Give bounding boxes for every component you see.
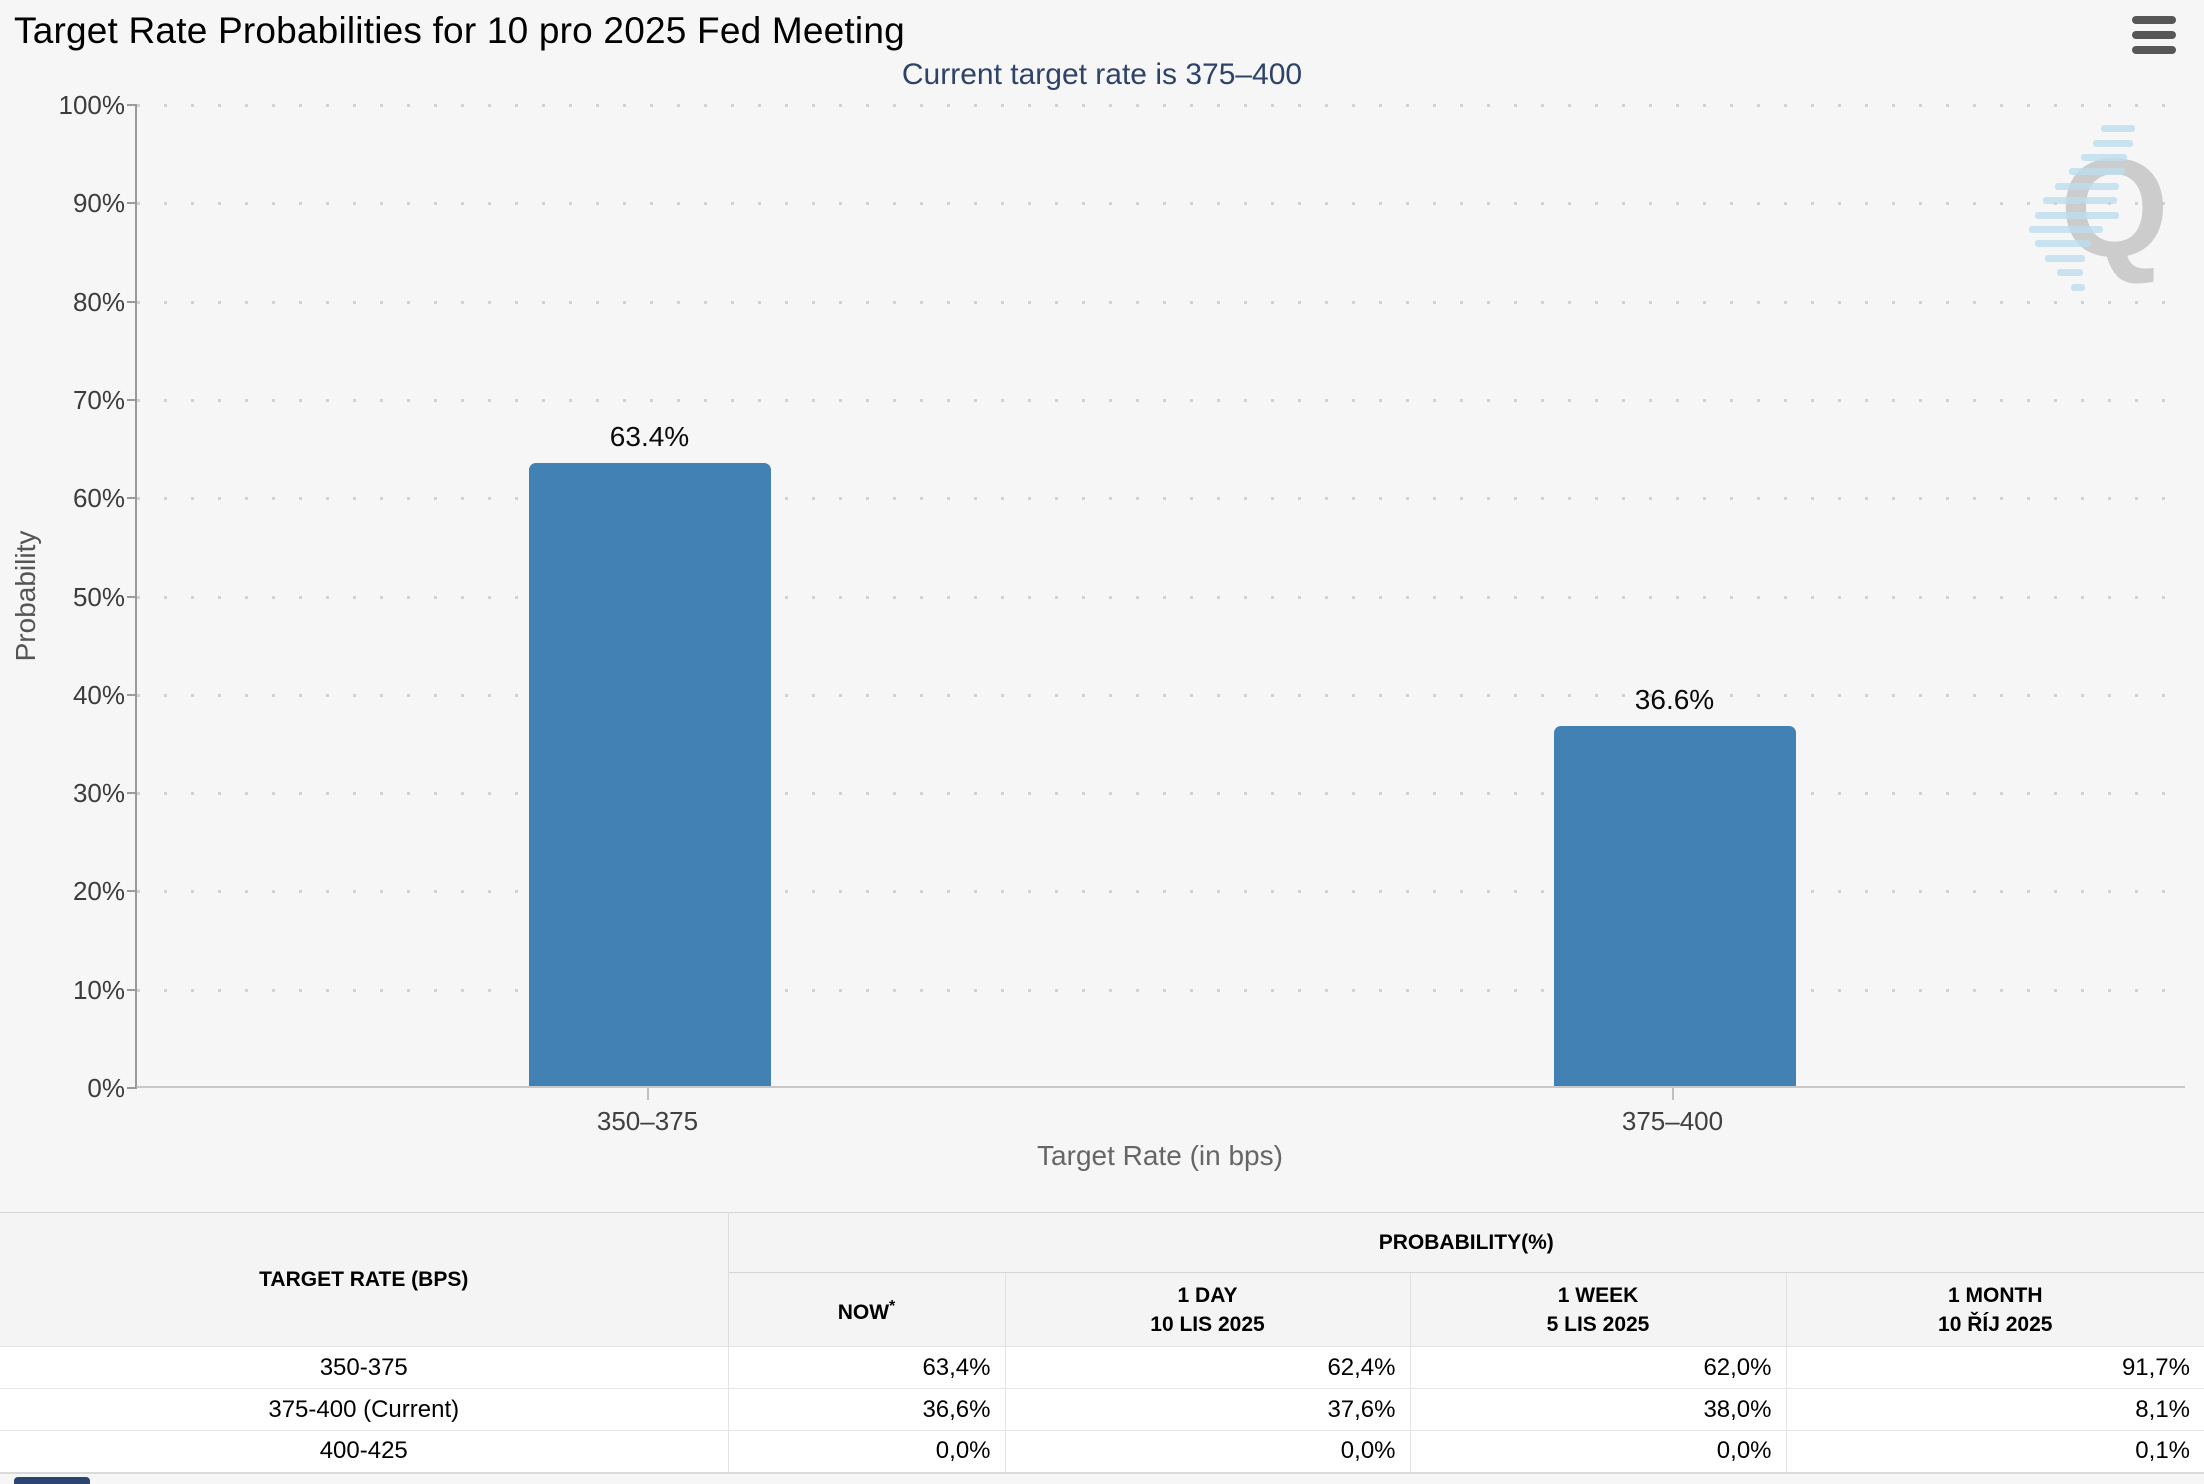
cell-now: 0,0%	[727, 1430, 1005, 1474]
cell-1-day: 62,4%	[1004, 1346, 1410, 1389]
cell-target-rate: 400-425	[0, 1430, 728, 1474]
y-axis-tick	[127, 202, 137, 205]
hamburger-bar	[2132, 16, 2176, 24]
gridline	[137, 398, 2185, 402]
y-axis-tick	[127, 890, 137, 893]
y-tick-label: 10%	[72, 974, 125, 1005]
col-header-1-month: 1 MONTH 10 ŘÍJ 2025	[1785, 1272, 2204, 1347]
hamburger-menu-icon[interactable]	[2132, 16, 2176, 54]
x-axis-tick	[1671, 1088, 1674, 1100]
gridline	[137, 300, 2185, 304]
gridline	[137, 693, 2185, 697]
probability-table: TARGET RATE (BPS) PROBABILITY(%) NOW* 1 …	[0, 1212, 2204, 1474]
now-label: NOW	[837, 1301, 890, 1324]
y-tick-label: 30%	[72, 778, 125, 809]
cell-target-rate: 375-400 (Current)	[0, 1388, 728, 1431]
y-tick-label: 40%	[72, 679, 125, 710]
col-header-target-rate: TARGET RATE (BPS)	[0, 1212, 729, 1347]
bar-375–400[interactable]	[1553, 726, 1796, 1086]
x-axis-tick	[646, 1088, 649, 1100]
now-asterisk: *	[889, 1298, 896, 1315]
cell-now: 36,6%	[727, 1388, 1005, 1431]
y-tick-label: 0%	[87, 1073, 125, 1103]
col-header-1-day: 1 DAY 10 LIS 2025	[1004, 1272, 1410, 1347]
y-tick-label: 50%	[72, 581, 125, 612]
y-axis-tick	[127, 398, 137, 401]
y-axis-tick	[127, 988, 137, 991]
cell-1-week: 0,0%	[1409, 1430, 1786, 1474]
subheader-line1: 1 DAY	[1177, 1283, 1238, 1307]
bar-value-label: 36.6%	[1634, 684, 1715, 716]
gridline	[137, 988, 2185, 992]
gridline	[137, 595, 2185, 599]
col-header-now: NOW*	[728, 1272, 1005, 1347]
y-tick-label: 70%	[72, 384, 125, 415]
gridline	[137, 497, 2185, 501]
chart-title: Target Rate Probabilities for 10 pro 202…	[14, 10, 905, 51]
cell-now: 63,4%	[727, 1346, 1005, 1389]
table-row: 375-400 (Current) 36,6% 37,6% 38,0% 8,1%	[0, 1388, 2204, 1431]
x-tick-label: 350–375	[596, 1106, 699, 1136]
plot-area: 63.4% 36.6%	[127, 104, 2185, 1089]
subheader-line2: 10 LIS 2025	[1150, 1312, 1265, 1336]
y-axis-tick	[127, 1087, 137, 1089]
cell-1-day: 37,6%	[1004, 1388, 1410, 1431]
y-axis-tick	[127, 497, 137, 500]
y-tick-label: 20%	[72, 876, 125, 907]
cell-1-month: 0,1%	[1785, 1430, 2204, 1474]
hamburger-bar	[2132, 46, 2176, 54]
subheader-line2: 10 ŘÍJ 2025	[1938, 1312, 2053, 1336]
x-tick-label: 375–400	[1621, 1106, 1724, 1136]
gridline	[137, 202, 2185, 206]
y-axis-tick	[127, 693, 137, 696]
table-row: 350-375 63,4% 62,4% 62,0% 91,7%	[0, 1346, 2204, 1389]
cell-1-month: 8,1%	[1785, 1388, 2204, 1431]
subheader-line1: 1 MONTH	[1948, 1283, 2043, 1307]
col-group-header-probability: PROBABILITY(%)	[728, 1212, 2204, 1273]
y-axis-tick	[127, 104, 137, 106]
y-tick-label: 60%	[72, 483, 125, 514]
cell-1-month: 91,7%	[1785, 1346, 2204, 1389]
gridline	[137, 792, 2185, 796]
subheader-line1: 1 WEEK	[1557, 1283, 1639, 1307]
gridline	[137, 104, 2185, 107]
table-row: 400-425 0,0% 0,0% 0,0% 0,1%	[0, 1430, 2204, 1474]
subheader-line2: 5 LIS 2025	[1546, 1312, 1650, 1336]
y-axis-tick	[127, 792, 137, 795]
col-header-1-week: 1 WEEK 5 LIS 2025	[1409, 1272, 1786, 1347]
chart-subtitle: Current target rate is 375–400	[901, 58, 1303, 91]
y-tick-label: 100%	[58, 90, 126, 120]
x-axis-title: Target Rate (in bps)	[1037, 1140, 1283, 1171]
y-axis-tick	[127, 595, 137, 598]
bar-value-label: 63.4%	[609, 420, 690, 452]
y-axis-tick	[127, 300, 137, 303]
y-tick-label: 80%	[72, 286, 125, 317]
partial-bottom-button[interactable]	[14, 1477, 90, 1484]
cell-1-day: 0,0%	[1004, 1430, 1410, 1474]
bar-350–375[interactable]	[528, 462, 771, 1086]
cell-1-week: 38,0%	[1409, 1388, 1786, 1431]
cell-target-rate: 350-375	[0, 1346, 728, 1389]
gridline	[137, 890, 2185, 894]
hamburger-bar	[2132, 31, 2176, 39]
y-tick-label: 90%	[72, 188, 125, 219]
cell-1-week: 62,0%	[1409, 1346, 1786, 1389]
